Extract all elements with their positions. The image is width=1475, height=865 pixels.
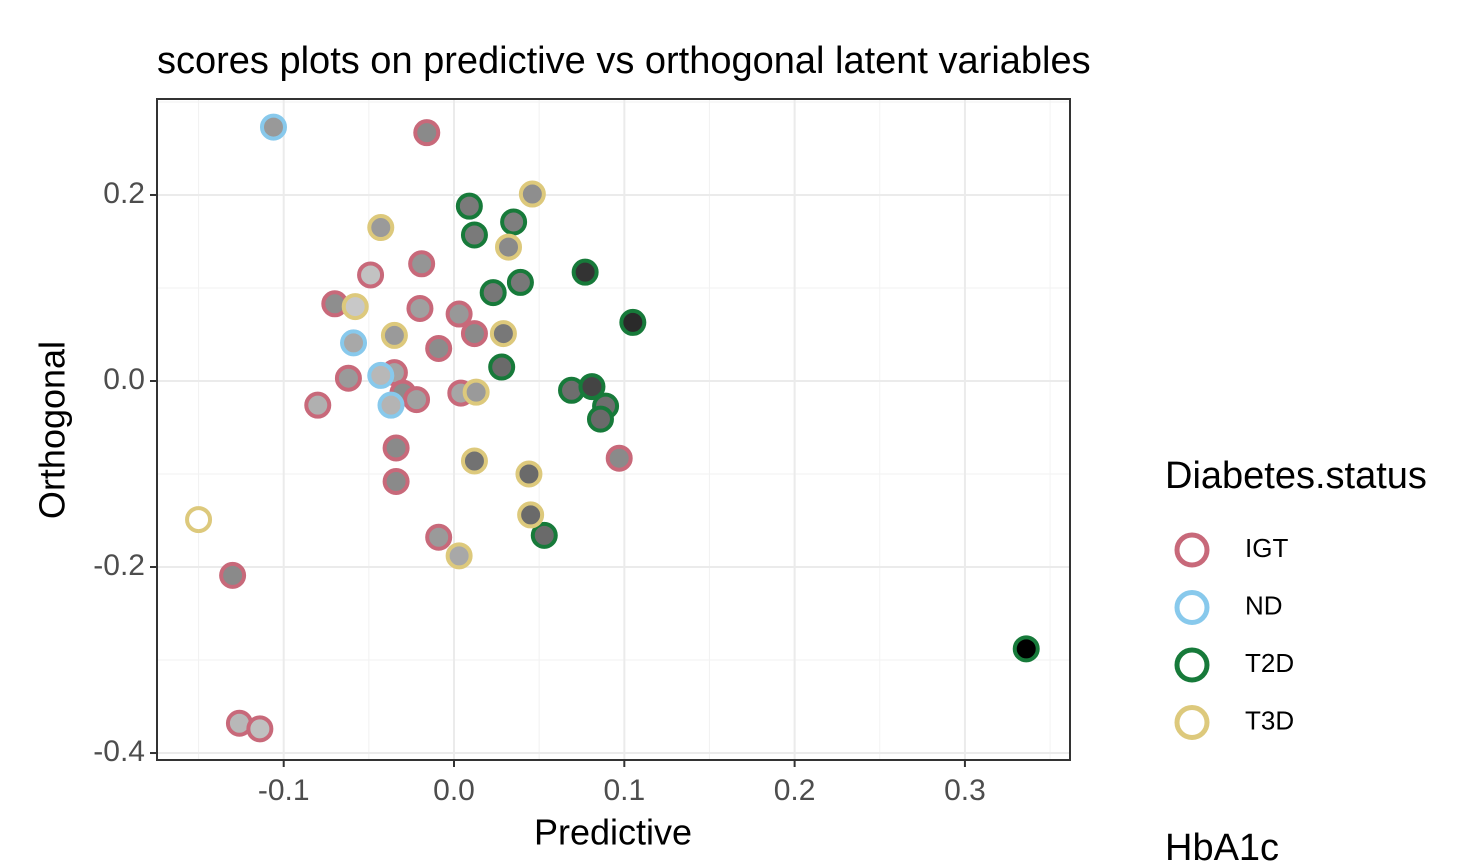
point [586, 405, 614, 433]
point [489, 320, 517, 348]
point [382, 467, 410, 495]
point [530, 521, 558, 549]
point [357, 261, 385, 289]
legend-label: IGT [1245, 533, 1288, 563]
point [185, 506, 213, 534]
point [488, 353, 516, 381]
y-tick-label: 0.2 [103, 177, 145, 210]
chart-title: scores plots on predictive vs orthogonal… [157, 40, 1091, 82]
x-tick-label: -0.1 [258, 774, 310, 807]
y-tick-label: -0.2 [93, 549, 145, 582]
y-axis-title: Orthogonal [32, 341, 73, 519]
point [425, 523, 453, 551]
point [455, 192, 483, 220]
point [495, 233, 523, 261]
point [406, 294, 434, 322]
point [259, 113, 287, 141]
point [382, 434, 410, 462]
legend-label: T3D [1245, 705, 1294, 735]
point [408, 250, 436, 278]
point [425, 334, 453, 362]
legend-label: ND [1245, 590, 1283, 620]
point [517, 501, 545, 529]
point [1012, 635, 1040, 663]
point [445, 542, 473, 570]
x-tick-label: 0.3 [944, 774, 986, 807]
point [334, 364, 362, 392]
point [377, 391, 405, 419]
legend-title: Diabetes.status [1165, 455, 1427, 497]
point [506, 268, 534, 296]
point [413, 119, 441, 147]
panel-border [156, 98, 1071, 761]
x-tick-label: 0.2 [774, 774, 816, 807]
point [578, 373, 606, 401]
legend-label: T2D [1245, 648, 1294, 678]
point [445, 300, 473, 328]
point [619, 308, 647, 336]
point [571, 258, 599, 286]
point [460, 221, 488, 249]
point [518, 180, 546, 208]
x-axis-title: Predictive [534, 812, 692, 853]
x-tick-label: 0.1 [603, 774, 645, 807]
point [219, 561, 247, 589]
legend-fill-title: HbA1c [1165, 827, 1279, 865]
point [367, 214, 395, 242]
point [380, 321, 408, 349]
y-tick-label: 0.0 [103, 363, 145, 396]
legend-key [1174, 705, 1210, 740]
point [479, 279, 507, 307]
legend-key [1174, 532, 1210, 568]
legend-key [1174, 590, 1210, 625]
point [462, 378, 490, 406]
point [367, 361, 395, 389]
y-tick-label: -0.4 [93, 735, 145, 768]
point [500, 208, 528, 236]
point [515, 460, 543, 488]
point [605, 444, 633, 472]
legend-key [1174, 647, 1210, 683]
point [460, 447, 488, 475]
point [403, 386, 431, 414]
point [246, 715, 274, 743]
point [460, 320, 488, 348]
point [304, 391, 332, 419]
x-tick-label: 0.0 [433, 774, 475, 807]
point [341, 293, 369, 321]
point [340, 329, 368, 357]
